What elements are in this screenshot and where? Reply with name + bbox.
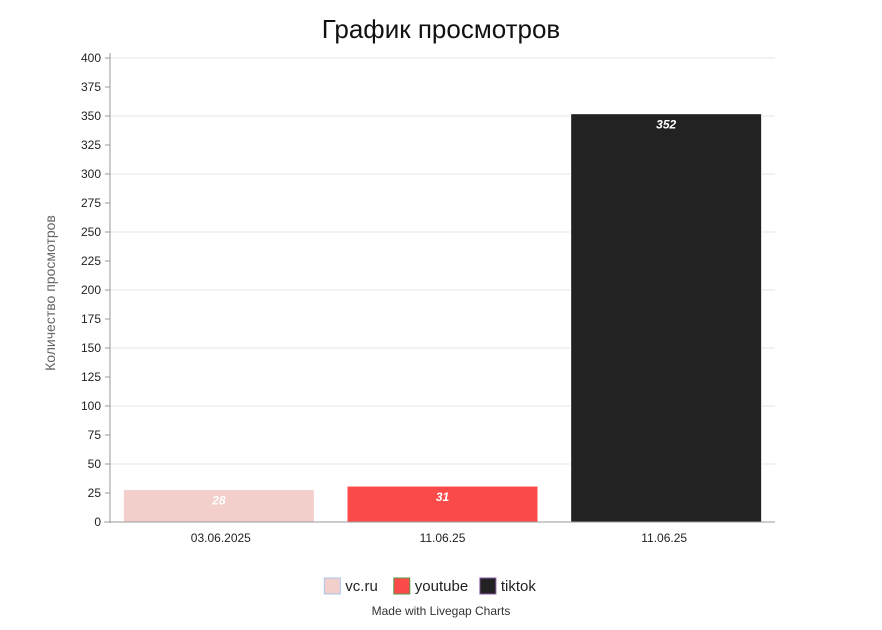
y-tick-label: 200 bbox=[81, 283, 101, 297]
y-tick-label: 375 bbox=[81, 80, 101, 94]
y-tick-label: 100 bbox=[81, 399, 101, 413]
legend-item: youtube bbox=[393, 577, 468, 595]
credit-text: Made with Livegap Charts bbox=[372, 604, 511, 618]
y-tick-label: 250 bbox=[81, 225, 101, 239]
legend-swatch bbox=[479, 577, 497, 595]
bars: 28 31 352 bbox=[122, 113, 763, 523]
gridlines bbox=[110, 57, 775, 465]
legend-item: vc.ru bbox=[323, 577, 378, 595]
bar-value-label: 28 bbox=[211, 494, 226, 508]
x-tick-label: 03.06.2025 bbox=[191, 531, 251, 545]
y-tick-labels: 0 25 50 75 100 125 150 175 200 225 250 275 300 325 350… bbox=[81, 51, 110, 529]
x-tick-label: 11.06.25 bbox=[420, 531, 466, 545]
y-tick-label: 175 bbox=[81, 312, 101, 326]
legend-label: tiktok bbox=[501, 578, 537, 595]
legend-label: youtube bbox=[415, 578, 468, 595]
legend-label: vc.ru bbox=[345, 578, 378, 595]
y-tick-label: 275 bbox=[81, 196, 101, 210]
y-tick-label: 75 bbox=[88, 428, 102, 442]
y-tick-label: 125 bbox=[81, 370, 101, 384]
legend-swatch bbox=[323, 577, 341, 595]
bar-value-label: 31 bbox=[436, 490, 450, 504]
bar-vc-ru bbox=[122, 489, 315, 523]
y-tick-label: 25 bbox=[88, 486, 102, 500]
bar-tiktok bbox=[570, 113, 763, 523]
axes bbox=[104, 53, 775, 523]
y-tick-label: 150 bbox=[81, 341, 101, 355]
y-tick-label: 350 bbox=[81, 109, 101, 123]
legend-item: tiktok bbox=[479, 577, 537, 595]
bar-value-label: 352 bbox=[656, 118, 676, 132]
y-tick-label: 300 bbox=[81, 167, 101, 181]
y-tick-label: 50 bbox=[88, 457, 102, 471]
legend-swatch bbox=[393, 577, 411, 595]
y-tick-label: 0 bbox=[94, 515, 101, 529]
y-axis-title: Количество просмотров bbox=[42, 215, 58, 371]
chart-title: График просмотров bbox=[322, 14, 560, 44]
legend: vc.ru youtube tiktok bbox=[323, 577, 537, 595]
y-tick-label: 325 bbox=[81, 138, 101, 152]
x-tick-label: 11.06.25 bbox=[641, 531, 687, 545]
y-tick-label: 225 bbox=[81, 254, 101, 268]
y-tick-label: 400 bbox=[81, 51, 101, 65]
x-tick-labels: 03.06.2025 11.06.25 11.06.25 bbox=[191, 531, 688, 545]
